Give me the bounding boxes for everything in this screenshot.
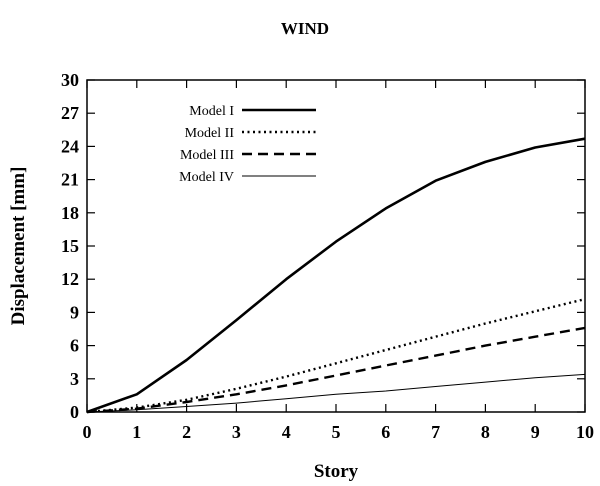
y-axis-label: Displacement [mm]: [8, 167, 29, 326]
y-tick-label: 30: [61, 70, 79, 90]
y-tick-label: 0: [70, 402, 79, 422]
legend-label: Model II: [185, 126, 235, 141]
series-lines: [86, 137, 586, 414]
series-line-model-iv: [86, 373, 586, 413]
legend-label: Model IV: [179, 170, 234, 185]
y-tick-label: 27: [61, 103, 79, 123]
x-tick-label: 0: [83, 422, 92, 442]
y-tick-label: 12: [61, 269, 79, 289]
legend-label: Model I: [189, 104, 234, 119]
x-tick-label: 4: [282, 422, 291, 442]
y-tick-label: 3: [70, 369, 79, 389]
legend-label: Model III: [180, 148, 234, 163]
x-tick-label: 9: [531, 422, 540, 442]
y-tick-label: 6: [70, 336, 79, 356]
legend: Model I Model II Model III Model IV: [179, 104, 316, 185]
x-tick-label: 5: [332, 422, 341, 442]
x-tick-label: 1: [132, 422, 141, 442]
x-axis-label: Story: [314, 461, 359, 482]
y-tick-label: 18: [61, 203, 79, 223]
x-tick-label: 2: [182, 422, 191, 442]
x-tick-label: 3: [232, 422, 241, 442]
series-line-model-iii: [86, 326, 586, 414]
x-tick-label: 8: [481, 422, 490, 442]
y-tick-label: 24: [61, 136, 79, 156]
x-tick-label: 6: [381, 422, 390, 442]
series-line-model-i: [86, 137, 586, 414]
x-tick-label: 10: [576, 422, 594, 442]
y-tick-label: 15: [61, 236, 79, 256]
chart-title: WIND: [281, 19, 329, 38]
series-line-model-ii: [86, 297, 586, 414]
y-tick-label: 9: [70, 302, 79, 322]
x-tick-label: 7: [431, 422, 440, 442]
y-tick-label: 21: [61, 170, 79, 190]
